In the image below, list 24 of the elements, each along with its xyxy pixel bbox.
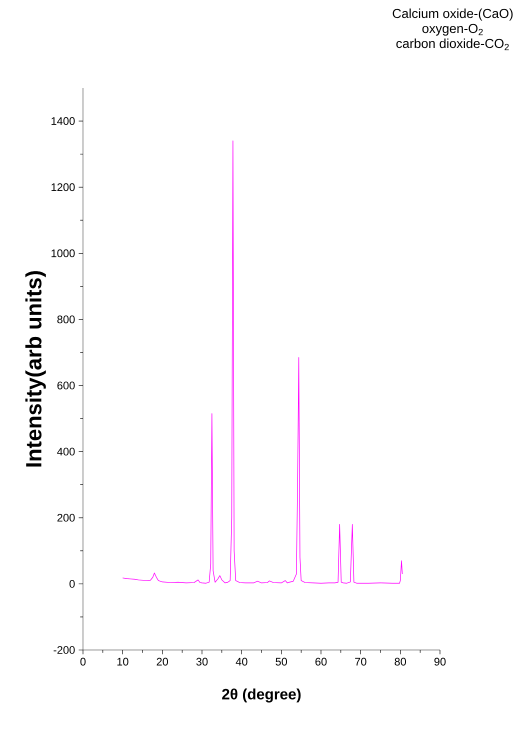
x-tick-label: 60 <box>315 658 327 666</box>
text: Calcium oxide-(CaO) <box>392 8 513 21</box>
y-tick-label: 1000 <box>52 249 75 258</box>
y-axis-title: Intensity(arb units) <box>25 271 46 467</box>
x-tick-label: 30 <box>196 658 208 666</box>
x-tick-label: 90 <box>434 658 446 666</box>
x-axis-title: 2θ (degree) <box>222 688 301 703</box>
y-tick-label: 0 <box>70 580 75 588</box>
x-tick-label: 80 <box>394 658 406 666</box>
x-tick-label: 0 <box>80 658 86 666</box>
x-tick-label: 10 <box>117 658 128 666</box>
y-tick-label: 1400 <box>52 117 75 125</box>
y-tick-label: 200 <box>57 514 75 522</box>
y-tick-label: 800 <box>57 316 75 324</box>
y-tick-label: -200 <box>54 646 75 654</box>
y-tick-label: 600 <box>57 382 75 390</box>
x-tick-label: 40 <box>236 658 248 666</box>
y-tick-label: 400 <box>57 448 75 456</box>
x-tick-label: 50 <box>276 658 288 666</box>
text: carbon dioxide-CO$_{2}$ <box>396 38 509 50</box>
y-tick-label: 1200 <box>52 183 75 192</box>
x-tick-label: 70 <box>355 658 366 666</box>
x-tick-label: 20 <box>156 658 168 666</box>
text: oxygen-O$_{2}$ <box>422 24 483 36</box>
